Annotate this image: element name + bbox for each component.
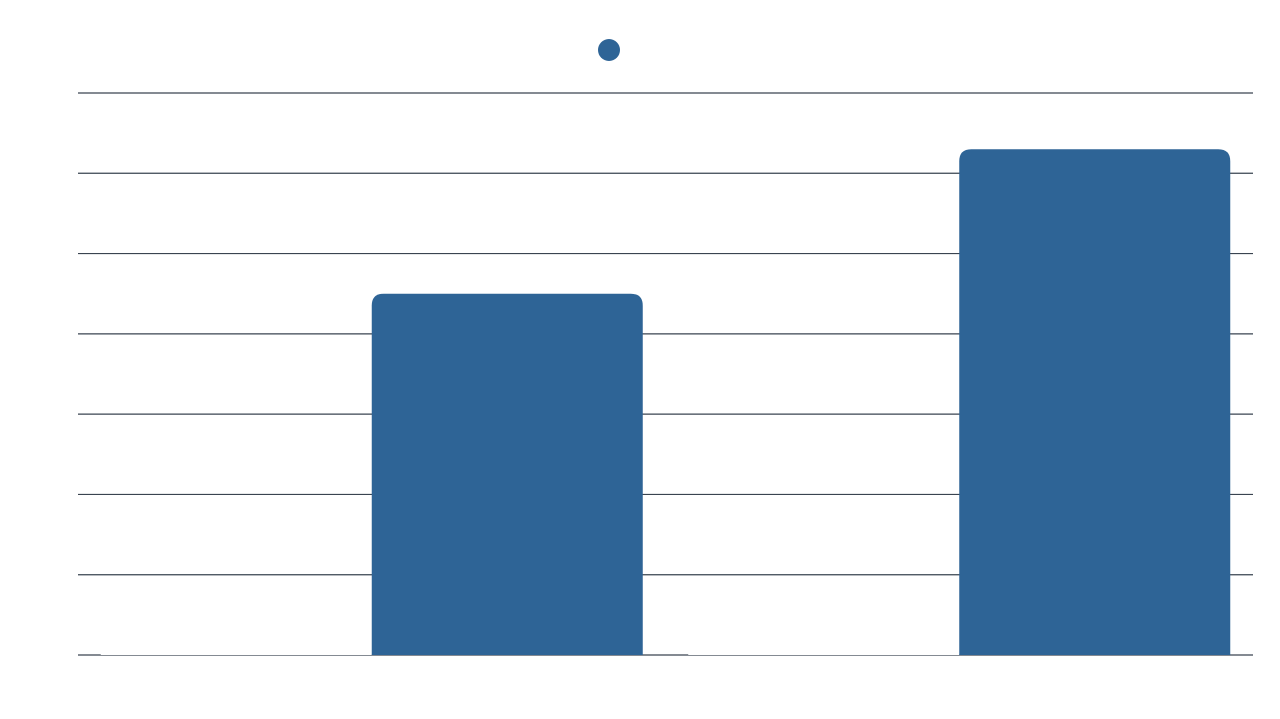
legend-marker — [598, 39, 620, 61]
y-tick-label: 60 — [33, 160, 58, 184]
y-tick-label: 40 — [33, 320, 58, 344]
bar — [959, 149, 1231, 655]
y-tick-label: 50 — [33, 240, 58, 264]
legend-label: Annual Revenue (in thousand AUD) — [633, 38, 986, 62]
bar — [100, 634, 372, 655]
x-tick-label: Professionally Managed — [841, 665, 1077, 689]
x-tick-label: Self-Managed — [304, 665, 440, 689]
y-tick-label: 20 — [33, 481, 58, 505]
legend-marker — [287, 39, 309, 61]
y-tick-label: 0 — [45, 642, 58, 666]
y-tick-label: 10 — [33, 561, 58, 585]
y-tick-label: 30 — [33, 401, 58, 425]
legend-label: Conversion Rate (%) — [322, 38, 527, 62]
bar — [688, 606, 960, 655]
bar — [371, 293, 643, 655]
y-tick-label: 70 — [33, 80, 58, 104]
